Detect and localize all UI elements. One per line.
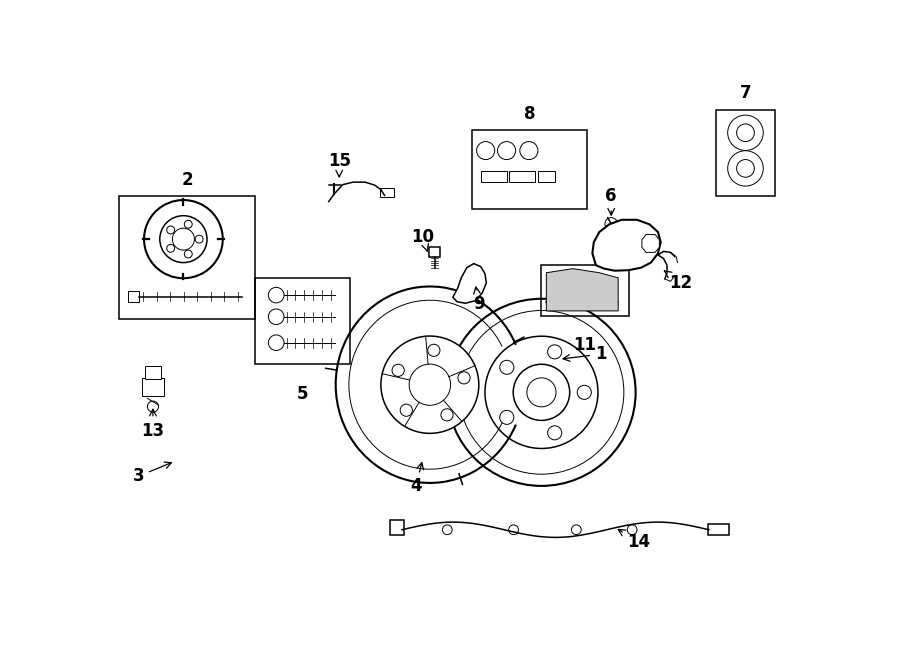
Circle shape [381, 336, 479, 434]
Bar [472, 130, 587, 209]
Bar [380, 188, 393, 198]
Circle shape [160, 215, 207, 262]
Circle shape [736, 124, 754, 141]
Bar [542, 265, 629, 316]
Circle shape [441, 408, 453, 421]
Circle shape [173, 228, 194, 250]
Text: 4: 4 [410, 463, 424, 496]
Circle shape [500, 410, 514, 424]
Circle shape [520, 141, 538, 159]
Text: 9: 9 [472, 287, 484, 313]
Circle shape [463, 290, 473, 301]
Text: 6: 6 [606, 187, 617, 215]
Circle shape [443, 525, 452, 535]
Bar [708, 524, 729, 535]
Text: 8: 8 [524, 104, 535, 122]
Circle shape [728, 151, 763, 186]
Circle shape [268, 335, 284, 350]
Circle shape [577, 385, 591, 399]
Circle shape [547, 345, 562, 359]
Text: 14: 14 [618, 529, 651, 551]
Circle shape [410, 364, 451, 405]
Text: 1: 1 [563, 345, 607, 363]
Text: 15: 15 [328, 152, 351, 177]
Circle shape [195, 235, 203, 243]
Polygon shape [642, 235, 660, 253]
Circle shape [144, 200, 222, 278]
Circle shape [613, 233, 638, 258]
Circle shape [166, 226, 175, 234]
Circle shape [166, 245, 175, 253]
Circle shape [268, 309, 284, 325]
Circle shape [428, 344, 440, 356]
Bar [142, 378, 164, 397]
Bar [481, 171, 508, 182]
Circle shape [500, 360, 514, 374]
Circle shape [477, 141, 495, 159]
Bar [429, 247, 440, 258]
Circle shape [268, 288, 284, 303]
Circle shape [605, 217, 617, 230]
Polygon shape [453, 264, 486, 303]
Circle shape [471, 266, 482, 277]
Circle shape [572, 525, 581, 535]
Circle shape [728, 115, 763, 151]
Circle shape [736, 159, 754, 177]
Bar [120, 196, 256, 319]
Circle shape [498, 141, 516, 159]
Bar [538, 171, 555, 182]
Bar [128, 291, 140, 302]
Circle shape [400, 404, 412, 416]
Text: 12: 12 [664, 271, 692, 292]
Circle shape [458, 371, 470, 384]
Text: 13: 13 [141, 409, 165, 440]
Text: 11: 11 [573, 336, 597, 354]
Bar [716, 110, 775, 196]
Text: 2: 2 [182, 171, 194, 189]
Circle shape [184, 220, 193, 228]
Circle shape [392, 364, 404, 376]
Polygon shape [546, 268, 618, 311]
Bar [508, 171, 536, 182]
Circle shape [526, 378, 556, 407]
Circle shape [508, 525, 518, 535]
Circle shape [547, 426, 562, 440]
Text: 5: 5 [297, 385, 309, 403]
Bar [256, 278, 349, 364]
Text: 10: 10 [411, 228, 435, 252]
Bar [145, 366, 161, 379]
Circle shape [148, 401, 158, 412]
Polygon shape [592, 220, 661, 271]
Circle shape [627, 525, 637, 535]
Bar [390, 520, 404, 535]
Circle shape [184, 250, 193, 258]
Text: 7: 7 [740, 84, 752, 102]
Text: 3: 3 [132, 462, 171, 485]
